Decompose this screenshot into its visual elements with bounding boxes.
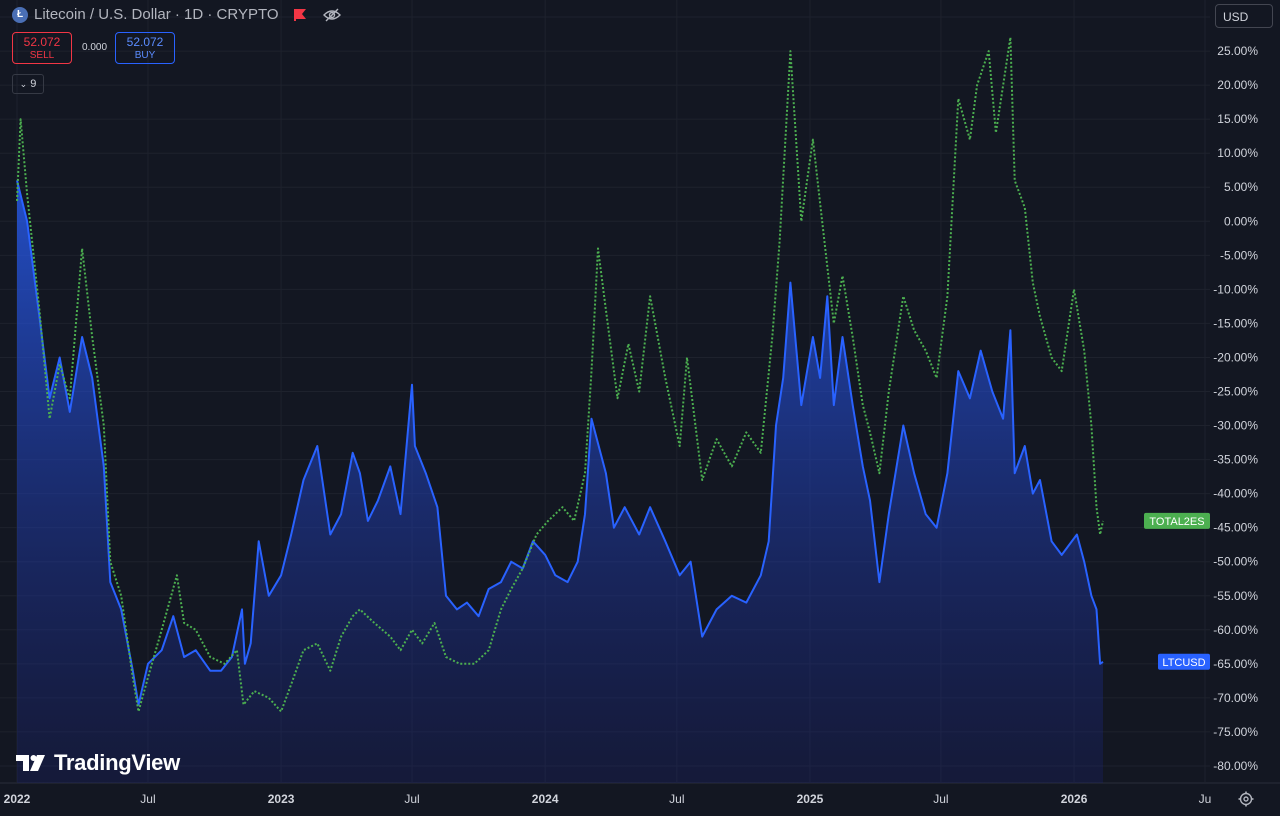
y-tick-label: 10.00% <box>1217 146 1258 160</box>
x-tick-label: Ju <box>1199 792 1212 806</box>
sell-price: 52.072 <box>23 35 61 49</box>
tradingview-logo-icon <box>16 755 45 771</box>
y-tick-label: -70.00% <box>1213 691 1258 705</box>
total2es-line <box>16 36 1104 713</box>
y-tick-label: -25.00% <box>1213 385 1258 399</box>
symbol-header[interactable]: Ł Litecoin / U.S. Dollar · 1D · CRYPTO <box>12 6 341 23</box>
y-tick-label: -15.00% <box>1213 316 1258 330</box>
gear-icon[interactable] <box>1238 791 1254 807</box>
ltcusd-line <box>16 180 1104 706</box>
last-value-labels: LTCUSD TOTAL2ES <box>1144 512 1210 670</box>
spread-value: 0.000 <box>82 42 108 53</box>
x-tick-label: 2023 <box>268 792 295 806</box>
y-tick-label: -40.00% <box>1213 487 1258 501</box>
x-tick-label: Jul <box>140 792 155 806</box>
x-tick-label: 2025 <box>797 792 824 806</box>
x-tick-label: Jul <box>404 792 419 806</box>
y-tick-label: 0.00% <box>1224 214 1258 228</box>
y-tick-label: -75.00% <box>1213 725 1258 739</box>
y-tick-label: -20.00% <box>1213 350 1258 364</box>
flag-icon[interactable] <box>293 8 307 21</box>
tradingview-logo-text: TradingView <box>54 750 180 775</box>
x-tick-label: 2022 <box>4 792 31 806</box>
time-axis[interactable]: 2022 Jul 2023 Jul 2024 Jul 2025 Jul 2026 Ju <box>4 792 1212 806</box>
y-tick-label: 20.00% <box>1217 78 1258 92</box>
indicators-toggle[interactable]: ⌄ 9 <box>12 74 44 94</box>
y-tick-label: -55.00% <box>1213 589 1258 603</box>
buy-label: BUY <box>134 50 156 61</box>
series-name-label: TOTAL2ES <box>1149 516 1204 528</box>
y-tick-label: -30.00% <box>1213 419 1258 433</box>
y-tick-label: -35.00% <box>1213 453 1258 467</box>
y-tick-label: 5.00% <box>1224 180 1258 194</box>
y-tick-label: -45.00% <box>1213 521 1258 535</box>
x-tick-label: 2024 <box>532 792 559 806</box>
buy-button[interactable]: 52.072 BUY <box>115 32 175 64</box>
total2es-last-label: TOTAL2ES <box>1144 512 1210 529</box>
y-tick-label: 15.00% <box>1217 112 1258 126</box>
x-tick-label: 2026 <box>1061 792 1088 806</box>
y-tick-label: -80.00% <box>1213 759 1258 773</box>
series-lines <box>16 36 1104 713</box>
litecoin-icon: Ł <box>12 6 28 23</box>
buy-price: 52.072 <box>126 35 164 49</box>
series-name-label: LTCUSD <box>1162 657 1205 669</box>
price-axis[interactable]: 30.00%25.00%20.00%15.00%10.00%5.00%0.00%… <box>1213 0 1258 773</box>
indicator-count: 9 <box>30 78 37 90</box>
sell-button[interactable]: 52.072 SELL <box>12 32 72 64</box>
y-tick-label: -65.00% <box>1213 657 1258 671</box>
ltcusd-last-label: LTCUSD <box>1158 653 1210 670</box>
y-tick-label: 25.00% <box>1217 44 1258 58</box>
x-tick-label: Jul <box>933 792 948 806</box>
y-tick-label: -10.00% <box>1213 282 1258 296</box>
eye-off-icon[interactable] <box>322 8 341 22</box>
sell-label: SELL <box>29 50 55 61</box>
y-tick-label: -5.00% <box>1220 248 1258 262</box>
ltcusd-area <box>17 180 1103 783</box>
y-tick-label: -50.00% <box>1213 555 1258 569</box>
tradingview-logo[interactable]: TradingView <box>16 750 180 776</box>
chevron-down-icon: ⌄ <box>19 78 28 89</box>
x-tick-label: Jul <box>669 792 684 806</box>
y-tick-label: -60.00% <box>1213 623 1258 637</box>
ltcusd-area-fill <box>17 180 1103 783</box>
symbol-title[interactable]: Litecoin / U.S. Dollar · 1D · CRYPTO <box>34 6 279 23</box>
currency-select[interactable]: USD <box>1215 4 1273 28</box>
